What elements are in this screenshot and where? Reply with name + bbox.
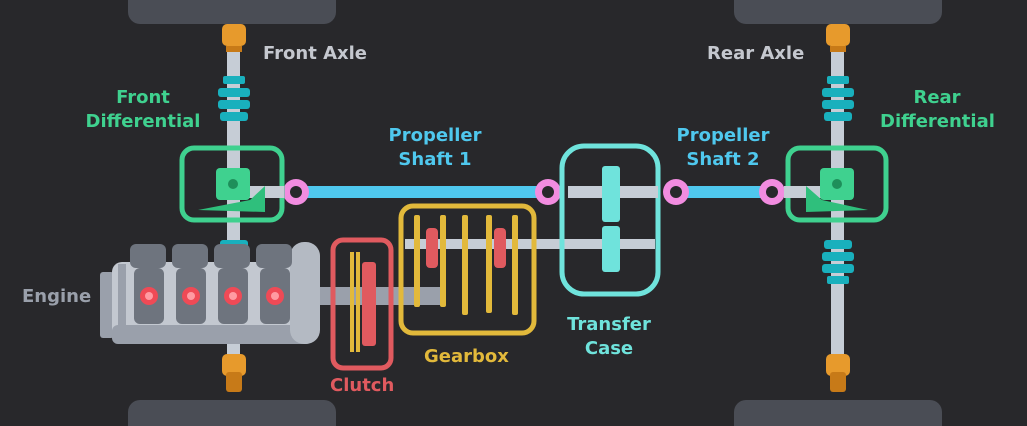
front-differential (179, 145, 285, 223)
output-shaft (505, 239, 655, 249)
front-cv-boot-top (218, 76, 250, 121)
gearbox-label: Gearbox (424, 346, 509, 367)
wheel-front-bottom (128, 400, 336, 426)
propeller-shaft-1 (300, 186, 550, 198)
engine (100, 242, 440, 344)
transfer-case-label: Transfer Case (567, 314, 651, 359)
clutch (330, 237, 394, 371)
rear-differential (784, 145, 889, 223)
wheel-rear-top (734, 0, 942, 24)
wheel-rear-bottom (734, 400, 942, 426)
propeller-shaft-2-label: Propeller Shaft 2 (676, 125, 770, 170)
clutch-label: Clutch (330, 375, 395, 396)
rear-differential-label: Rear Differential (880, 87, 995, 132)
wheels (128, 0, 942, 426)
wheel-front-top (128, 0, 336, 24)
rear-cv-boot-top (822, 76, 854, 121)
transfer-case (559, 143, 661, 297)
rear-axle-label: Rear Axle (707, 43, 805, 64)
propeller-shaft-1-label: Propeller Shaft 1 (388, 125, 482, 170)
rear-axle (822, 24, 854, 392)
engine-label: Engine (22, 286, 92, 307)
rear-cv-boot-bottom (822, 240, 854, 284)
front-axle-label: Front Axle (263, 43, 367, 64)
propeller-shaft-2 (674, 186, 774, 198)
front-differential-label: Front Differential (85, 87, 201, 132)
gearbox (398, 203, 537, 336)
